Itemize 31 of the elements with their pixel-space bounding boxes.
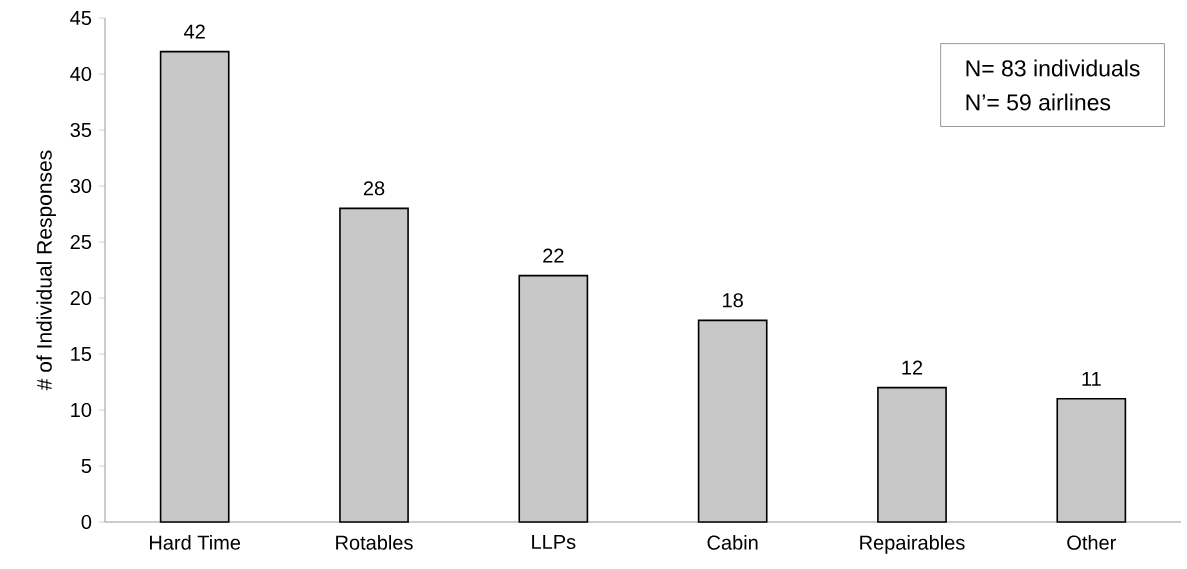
y-tick-label: 35 [70, 122, 92, 138]
bar [518, 274, 589, 523]
bar [1056, 398, 1127, 523]
annotation: N’= 59 airlines [966, 93, 1111, 111]
x-tick-label: Rotables [336, 535, 413, 550]
bar [339, 207, 409, 523]
bar [697, 319, 768, 523]
y-tick-label: 15 [71, 347, 92, 361]
y-tick-label: 30 [70, 178, 92, 194]
bar [877, 386, 947, 523]
data-label: 22 [543, 248, 564, 263]
y-tick-label: 20 [70, 290, 92, 306]
data-label: 11 [1082, 371, 1101, 386]
annotation: N= 83 individuals [966, 59, 1140, 77]
y-tick-label: 40 [70, 66, 92, 82]
x-tick-label: Other [1067, 535, 1117, 550]
x-tick-label: Repairables [860, 535, 965, 554]
x-tick-label: Hard Time [150, 535, 241, 550]
y-tick-label: 10 [71, 402, 92, 418]
data-label: 12 [902, 360, 923, 375]
y-tick-label: 45 [70, 11, 92, 25]
x-tick-label: LLPs [532, 535, 576, 550]
data-label: 18 [723, 293, 743, 308]
y-tick-label: 5 [81, 459, 92, 473]
y-tick-label: 0 [81, 514, 92, 530]
data-label: 42 [184, 24, 205, 39]
x-tick-label: Cabin [707, 535, 758, 550]
y-tick-label: 25 [70, 234, 92, 250]
data-label: 28 [363, 181, 385, 196]
y-axis-title: # of Individual Responses [36, 150, 56, 391]
bar [159, 50, 230, 523]
